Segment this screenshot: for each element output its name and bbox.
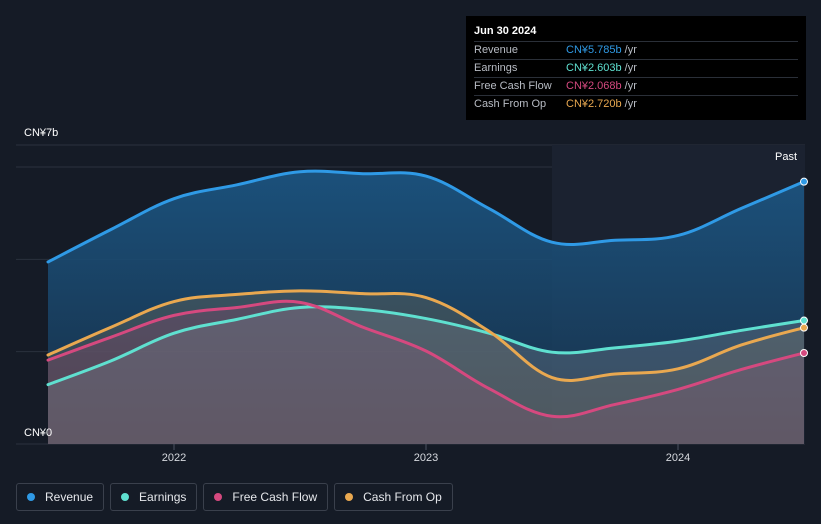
area-revenue: [48, 171, 804, 445]
legend-item-revenue[interactable]: Revenue: [16, 483, 105, 511]
series-areas: [48, 171, 804, 445]
legend-label: Earnings: [139, 490, 187, 504]
tooltip-label: Cash From Op: [474, 98, 547, 110]
end-point-free-cash-flow: [800, 348, 808, 357]
tooltip-value: CN¥2.068b: [566, 80, 622, 92]
tooltip-panel: Jun 30 2024 Revenue CN¥5.785b /yr Earnin…: [466, 16, 806, 120]
past-label: Past: [775, 151, 797, 163]
tooltip-label: Revenue: [474, 44, 519, 56]
legend-item-earnings[interactable]: Earnings: [110, 483, 198, 511]
tooltip-value: CN¥5.785b: [566, 44, 622, 56]
area-free-cash-flow: [48, 301, 804, 444]
tooltip-unit: /yr: [624, 62, 637, 74]
legend: Revenue Earnings Free Cash Flow Cash Fro…: [16, 483, 453, 511]
line-revenue: [46, 169, 806, 264]
y-tick-labels: CN¥7b CN¥0: [24, 127, 58, 439]
end-point-cash-from-op: [800, 323, 808, 332]
tooltip-row-free-cash-flow: Free Cash Flow CN¥2.068b /yr: [474, 77, 798, 95]
free-cash-flow-dot-icon: [214, 493, 223, 501]
line-earnings: [46, 305, 806, 387]
series-lines: [46, 169, 806, 419]
legend-label: Free Cash Flow: [232, 490, 318, 504]
series-end-markers: [800, 177, 808, 357]
tooltip-date: Jun 30 2024: [474, 25, 537, 37]
tooltip-value: CN¥2.603b: [566, 62, 622, 74]
legend-label: Revenue: [45, 490, 94, 504]
end-point-revenue: [800, 177, 808, 186]
tooltip-row-revenue: Revenue CN¥5.785b /yr: [474, 41, 798, 59]
x-tick-label: 2024: [666, 452, 690, 464]
legend-label: Cash From Op: [363, 490, 442, 504]
tooltip-unit: /yr: [624, 98, 637, 110]
line-free-cash-flow: [46, 299, 806, 419]
tooltip-label: Earnings: [474, 62, 518, 74]
tooltip-unit: /yr: [624, 80, 637, 92]
tooltip-value: CN¥2.720b: [566, 98, 622, 110]
tooltip-label: Free Cash Flow: [474, 80, 552, 92]
legend-item-cash-from-op[interactable]: Cash From Op: [334, 483, 453, 511]
legend-item-free-cash-flow[interactable]: Free Cash Flow: [203, 483, 329, 511]
area-earnings: [48, 306, 804, 444]
y-tick-label: CN¥0: [24, 427, 52, 439]
revenue-dot-icon: [27, 493, 35, 501]
tooltip-row-earnings: Earnings CN¥2.603b /yr: [474, 59, 798, 77]
y-tick-label: CN¥7b: [24, 127, 58, 139]
line-cash-from-op: [46, 289, 806, 382]
earnings-dot-icon: [121, 493, 130, 501]
x-tick-label: 2023: [414, 452, 438, 464]
cash-from-op-dot-icon: [345, 493, 354, 501]
end-point-earnings: [800, 316, 808, 325]
tooltip-unit: /yr: [624, 44, 637, 56]
tooltip-row-cash-from-op: Cash From Op CN¥2.720b /yr: [474, 95, 798, 113]
x-tick-labels: 2022 2023 2024: [162, 444, 690, 464]
x-tick-label: 2022: [162, 452, 186, 464]
